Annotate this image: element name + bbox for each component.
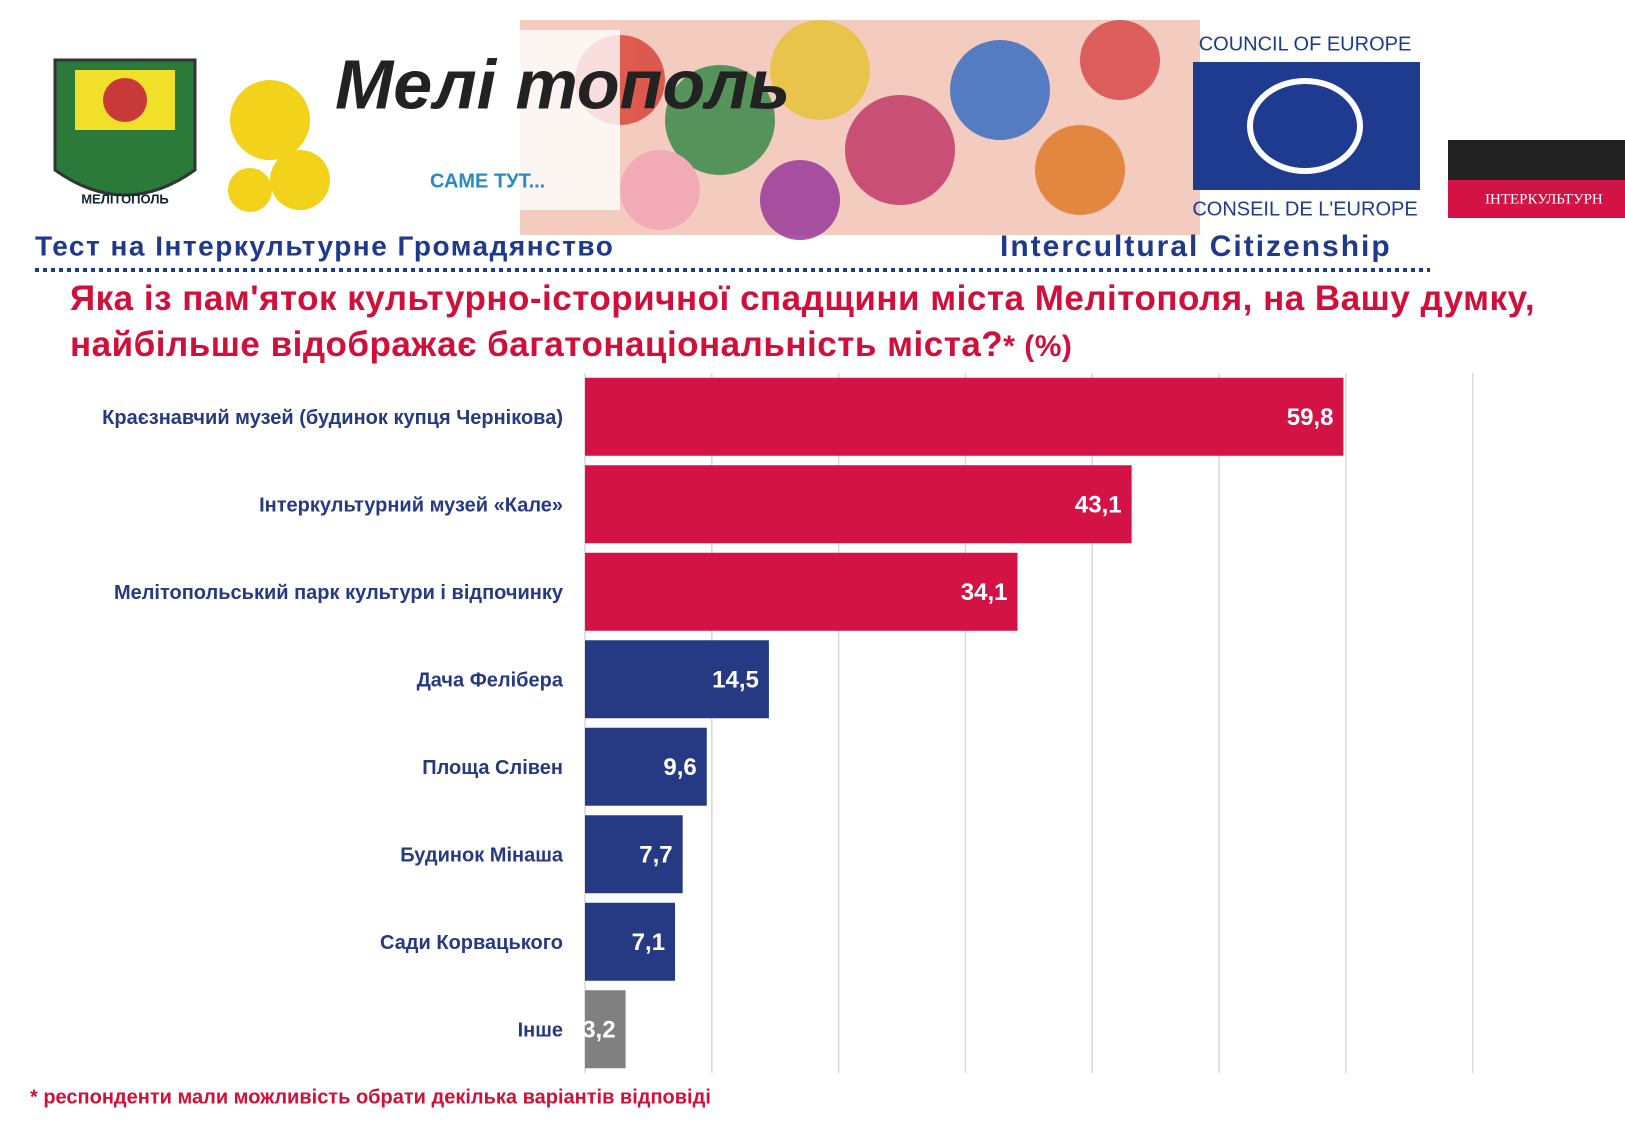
y-tick-label: Дача Фелібера: [417, 670, 564, 692]
bar: [585, 465, 1132, 544]
y-tick-label: Площа Слівен: [422, 757, 563, 779]
council-en: COUNCIL OF EUROPE: [1199, 33, 1412, 55]
y-tick-label: Будинок Мінаша: [400, 845, 564, 867]
badge: [1448, 180, 1625, 218]
value-label: 7,7: [639, 842, 672, 869]
footnote: * респонденти мали можливість обрати дек…: [30, 1086, 711, 1108]
value-label: 14,5: [712, 667, 759, 694]
skyline: [1448, 140, 1625, 180]
crest-flower: [103, 78, 147, 122]
value-label: 34,1: [961, 579, 1008, 606]
logo-bg: [330, 30, 620, 210]
y-tick-label: Інше: [518, 1020, 563, 1042]
bar: [585, 640, 769, 719]
y-tick-label: Інтеркультурний музей «Кале»: [259, 495, 563, 517]
crest-text: МЕЛІТОПОЛЬ: [81, 191, 169, 206]
y-tick-label: Сади Корвацького: [380, 932, 563, 954]
banner: Мелі тополь САМЕ ТУТ... МЕЛІТОПОЛЬ COUNC…: [35, 20, 1625, 272]
value-label: 43,1: [1075, 492, 1122, 519]
bar: [585, 377, 1344, 456]
logo-sub: САМЕ ТУТ...: [430, 170, 545, 192]
chart: Краєзнавчий музей (будинок купця Черніко…: [30, 373, 1474, 1108]
test-en: Intercultural Citizenship: [1000, 230, 1392, 263]
council-fr: CONSEIL DE L'EUROPE: [1192, 198, 1417, 220]
value-label: 9,6: [663, 754, 696, 781]
title-text: Яка із пам'яток культурно-історичної спа…: [70, 279, 1536, 364]
value-label: 3,2: [582, 1017, 615, 1044]
bar: [585, 990, 626, 1069]
title-suffix: * (%): [1003, 330, 1073, 363]
badge-text: ІНТЕРКУЛЬТУРН: [1485, 191, 1603, 207]
eu-swirl: [1247, 78, 1363, 174]
umbrellas: [575, 20, 1160, 240]
value-label: 59,8: [1287, 404, 1334, 431]
bar: [585, 902, 676, 981]
y-tick-label: Краєзнавчий музей (будинок купця Черніко…: [102, 407, 563, 429]
y-tick-label: Мелітопольський парк культури і відпочин…: [114, 582, 564, 604]
bar: [585, 552, 1018, 631]
chart-title: Яка із пам'яток культурно-історичної спа…: [70, 276, 1550, 370]
logo-text: Мелі тополь: [335, 45, 790, 123]
value-label: 7,1: [632, 929, 665, 956]
test-ua: Тест на Інтеркультурне Громадянство: [35, 230, 614, 261]
honeycomb: [228, 80, 330, 212]
bar: [585, 815, 683, 894]
bar: [585, 727, 707, 806]
